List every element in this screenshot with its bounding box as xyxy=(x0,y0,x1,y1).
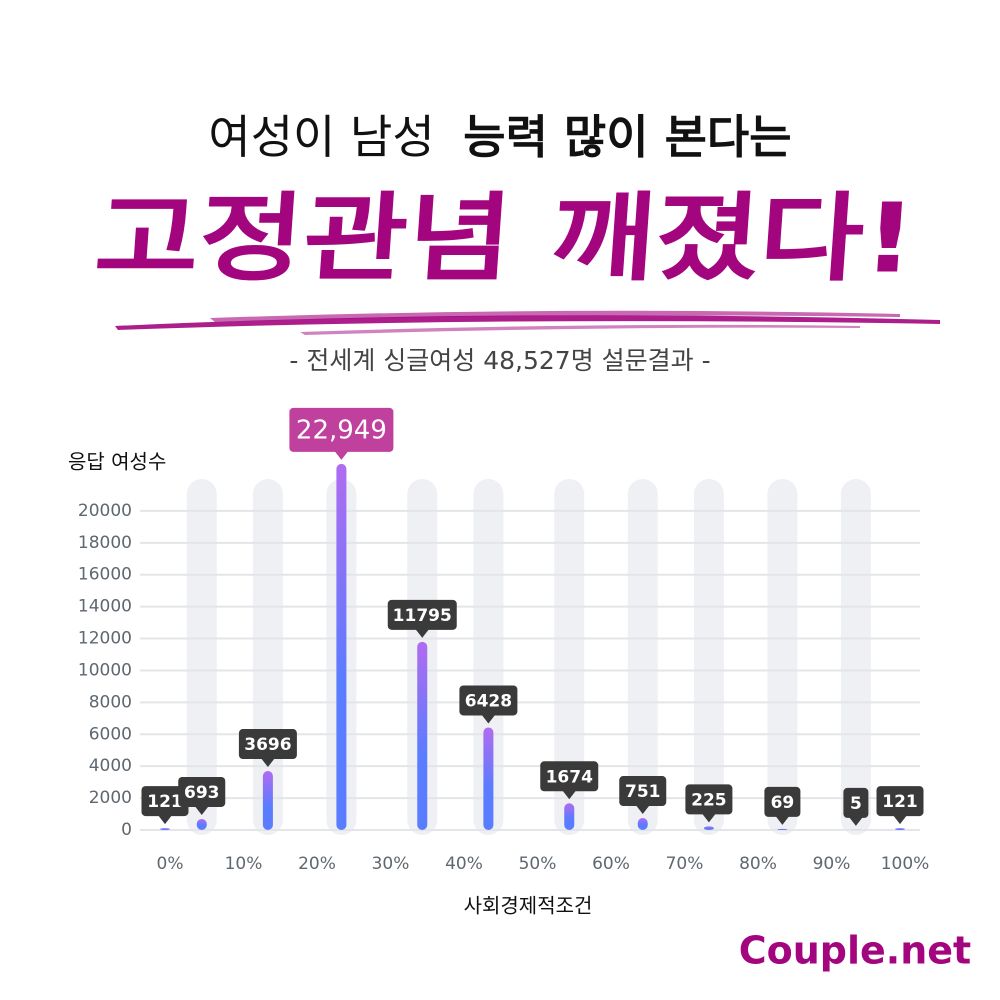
x-tick-label: 60% xyxy=(592,854,630,874)
y-axis-label: 응답 여성수 xyxy=(68,450,166,474)
data-label-pointer xyxy=(893,815,907,825)
y-tick-label: 2000 xyxy=(89,788,132,808)
bar xyxy=(262,771,273,830)
bar xyxy=(160,828,170,830)
data-label-box xyxy=(459,685,518,716)
y-tick-label: 20000 xyxy=(78,501,132,521)
data-label-pointer xyxy=(562,790,577,800)
data-label: 121 xyxy=(147,792,183,812)
data-label: 121 xyxy=(882,792,918,812)
bar xyxy=(703,826,714,830)
data-label-pointer xyxy=(194,805,209,815)
data-label: 5 xyxy=(850,794,862,814)
data-label-pointer xyxy=(158,815,172,825)
column-background xyxy=(840,479,871,835)
bar xyxy=(777,828,788,830)
data-label-box xyxy=(141,786,189,817)
brand: Couple.net xyxy=(739,929,971,973)
data-label-pointer xyxy=(775,815,790,825)
x-tick-label: 50% xyxy=(519,854,557,874)
data-label-box xyxy=(876,786,924,817)
x-tick-label: 20% xyxy=(298,854,336,874)
y-tick-label: 10000 xyxy=(78,660,132,680)
y-tick-label: 18000 xyxy=(78,533,132,553)
headline: 고정관념 깨졌다! xyxy=(91,182,919,294)
data-label: 6428 xyxy=(465,691,512,711)
data-label-box xyxy=(619,776,667,807)
x-tick-label: 0% xyxy=(157,854,184,874)
x-tick-label: 90% xyxy=(813,854,851,874)
data-label: 11795 xyxy=(393,606,452,626)
title: 여성이 남성 능력 많이 본다는 xyxy=(208,110,791,164)
y-tick-label: 12000 xyxy=(78,629,132,649)
bar xyxy=(483,727,494,830)
bar xyxy=(564,803,575,830)
data-label-pointer xyxy=(701,813,716,823)
data-label-box xyxy=(540,761,599,792)
y-tick-label: 0 xyxy=(121,820,132,840)
data-label-box xyxy=(685,784,733,815)
x-tick-label: 80% xyxy=(739,854,777,874)
data-label: 1674 xyxy=(546,767,593,787)
data-label-box xyxy=(178,776,226,807)
data-label-box xyxy=(843,787,869,818)
column-background xyxy=(627,479,658,835)
data-label: 693 xyxy=(184,783,220,803)
data-label-pointer xyxy=(635,805,650,815)
bar xyxy=(196,818,207,830)
x-tick-label: 40% xyxy=(445,854,483,874)
data-label-box xyxy=(238,729,297,760)
data-label-box xyxy=(387,599,457,630)
y-tick-label: 4000 xyxy=(89,756,132,776)
column-background xyxy=(554,479,585,835)
column-background xyxy=(693,479,724,835)
data-label: 225 xyxy=(691,790,727,810)
x-tick-label: 100% xyxy=(881,854,930,874)
data-label: 22,949 xyxy=(296,415,387,445)
x-tick-label: 70% xyxy=(666,854,704,874)
x-tick-label: 10% xyxy=(225,854,263,874)
data-label: 751 xyxy=(625,782,661,802)
column-background xyxy=(767,479,798,835)
data-label: 3696 xyxy=(244,735,291,755)
x-axis-label: 사회경제적조건 xyxy=(464,894,593,918)
bar xyxy=(336,463,347,830)
data-label-pointer xyxy=(334,450,349,460)
column-background xyxy=(186,479,217,835)
data-label-pointer xyxy=(260,758,275,768)
data-label-box xyxy=(764,786,801,817)
column-background xyxy=(473,479,504,835)
subtitle: - 전세계 싱글여성 48,527명 설문결과 - xyxy=(289,346,710,375)
bar xyxy=(637,818,648,830)
y-tick-label: 8000 xyxy=(89,692,132,712)
x-tick-label: 30% xyxy=(372,854,410,874)
y-tick-label: 14000 xyxy=(78,597,132,617)
y-tick-label: 16000 xyxy=(78,565,132,585)
title-light: 여성이 남성 xyxy=(208,110,434,164)
bar xyxy=(417,641,428,830)
brush-stroke xyxy=(115,310,940,335)
data-label-pointer xyxy=(481,714,496,724)
title-bold: 능력 많이 본다는 xyxy=(463,110,791,164)
bar xyxy=(895,828,905,830)
data-label: 69 xyxy=(771,793,795,813)
data-label-pointer xyxy=(848,816,863,826)
data-label-box xyxy=(289,407,394,452)
data-label-pointer xyxy=(415,628,430,638)
y-tick-label: 6000 xyxy=(89,724,132,744)
